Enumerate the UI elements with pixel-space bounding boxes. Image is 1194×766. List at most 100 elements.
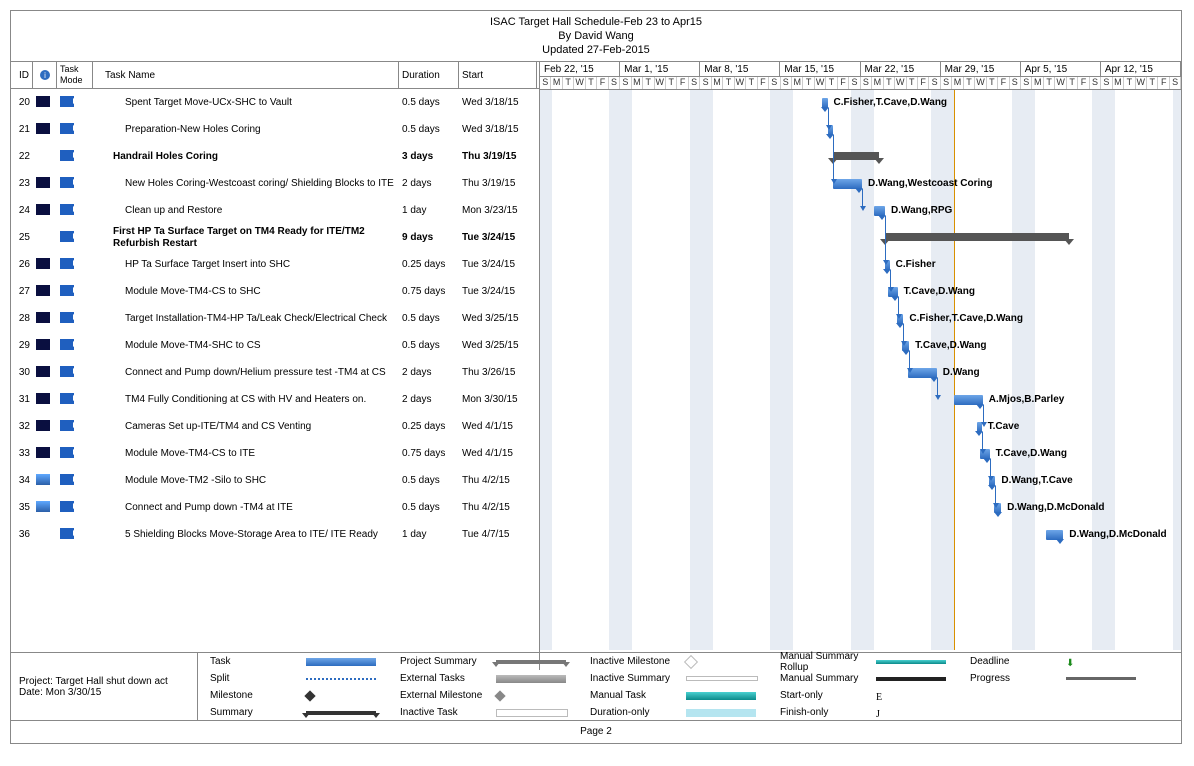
cell-name: Connect and Pump down -TM4 at ITE <box>93 502 399 514</box>
cell-id: 29 <box>11 340 33 351</box>
bar-label: D.Wang,D.McDonald <box>1069 529 1166 540</box>
col-id: ID <box>11 62 33 88</box>
cell-name: Connect and Pump down/Helium pressure te… <box>93 367 399 379</box>
cell-info <box>33 258 57 272</box>
cell-duration: 2 days <box>399 178 459 189</box>
legend-cell: External Tasks <box>400 673 590 684</box>
svg-text:i: i <box>44 71 46 80</box>
day-header-cell: F <box>1078 77 1089 89</box>
day-header-cell: S <box>700 77 711 89</box>
info-icon <box>36 204 50 215</box>
day-header-cell: W <box>815 77 826 89</box>
weekend-shade <box>862 90 874 650</box>
legend-swatch <box>686 709 756 717</box>
day-header-cell: T <box>643 77 654 89</box>
cell-name: Module Move-TM4-CS to SHC <box>93 286 399 298</box>
cell-info <box>33 285 57 299</box>
weekend-shade <box>1104 90 1116 650</box>
cell-duration: 1 day <box>399 205 459 216</box>
weekend-shade <box>701 90 713 650</box>
table-row: 22Handrail Holes Coring3 daysThu 3/19/15 <box>11 143 539 170</box>
cell-mode <box>57 150 93 164</box>
cell-start: Thu 4/2/15 <box>459 502 537 513</box>
cell-name: First HP Ta Surface Target on TM4 Ready … <box>93 226 399 250</box>
weekend-shade <box>540 90 552 650</box>
cell-id: 33 <box>11 448 33 459</box>
legend-label: Deadline <box>970 656 1066 667</box>
bar-label: A.Mjos,B.Parley <box>989 394 1065 405</box>
cell-name: Preparation-New Holes Coring <box>93 124 399 136</box>
task-bar <box>874 206 886 216</box>
legend-swatch <box>496 709 568 717</box>
legend-swatch <box>1066 677 1136 680</box>
day-header-cell: T <box>1067 77 1078 89</box>
bar-label: C.Fisher,T.Cave,D.Wang <box>909 313 1023 324</box>
cell-name: Module Move-TM4-SHC to CS <box>93 340 399 352</box>
day-header-cell: S <box>941 77 952 89</box>
day-header-cell: F <box>758 77 769 89</box>
cell-name: New Holes Coring-Westcoast coring/ Shiel… <box>93 178 399 190</box>
cell-id: 25 <box>11 232 33 243</box>
info-icon <box>36 393 50 404</box>
cell-name: 5 Shielding Blocks Move-Storage Area to … <box>93 529 399 541</box>
cell-info <box>33 501 57 515</box>
info-icon <box>36 420 50 431</box>
title-block: ISAC Target Hall Schedule-Feb 23 to Apr1… <box>11 11 1181 62</box>
weekend-shade <box>770 90 782 650</box>
dependency-link <box>898 297 899 314</box>
week-header-cell: Apr 5, '15 <box>1021 62 1101 76</box>
day-header-cell: W <box>574 77 585 89</box>
weekend-shade <box>1092 90 1104 650</box>
day-header-cell: T <box>666 77 677 89</box>
table-row: 33Module Move-TM4-CS to ITE0.75 daysWed … <box>11 440 539 467</box>
cell-start: Thu 3/26/15 <box>459 367 537 378</box>
bar-label: D.Wang,T.Cave <box>1001 475 1072 486</box>
cell-name: Target Installation-TM4-HP Ta/Leak Check… <box>93 313 399 325</box>
task-mode-icon <box>60 474 74 485</box>
cell-info <box>33 204 57 218</box>
legend-swatch <box>876 677 946 681</box>
cell-start: Wed 4/1/15 <box>459 448 537 459</box>
day-header-cell: F <box>998 77 1009 89</box>
table-row: 23New Holes Coring-Westcoast coring/ Shi… <box>11 170 539 197</box>
task-mode-icon <box>60 96 74 107</box>
legend-swatch <box>684 654 698 668</box>
legend-cell: Task <box>210 656 400 667</box>
day-header-cell: S <box>1101 77 1112 89</box>
cell-mode <box>57 231 93 245</box>
legend-label: Manual Summary Rollup <box>780 651 876 673</box>
week-header-cell: Mar 8, '15 <box>700 62 780 76</box>
cell-id: 31 <box>11 394 33 405</box>
legend-cell: Finish-onlyJ <box>780 707 970 718</box>
dependency-link <box>862 189 863 206</box>
task-bar <box>833 179 862 189</box>
info-icon <box>36 339 50 350</box>
bar-label: C.Fisher,T.Cave,D.Wang <box>834 97 948 108</box>
legend-label: Inactive Summary <box>590 673 686 684</box>
week-header-cell: Feb 22, '15 <box>540 62 620 76</box>
day-header-cell: M <box>632 77 643 89</box>
summary-bar <box>833 152 879 160</box>
dependency-link <box>828 108 829 125</box>
legend-label: External Tasks <box>400 673 496 684</box>
page-footer: Page 2 <box>11 720 1181 743</box>
dependency-link <box>982 432 983 449</box>
col-mode: Task Mode <box>57 62 93 88</box>
day-header-cell: M <box>1113 77 1124 89</box>
task-mode-icon <box>60 501 74 512</box>
dependency-link <box>995 486 996 503</box>
legend-row: MilestoneExternal MilestoneManual TaskSt… <box>198 687 1181 704</box>
cell-name: Cameras Set up-ITE/TM4 and CS Venting <box>93 421 399 433</box>
cell-duration: 0.5 days <box>399 475 459 486</box>
legend-cell: Duration-only <box>590 707 780 718</box>
table-row: 32Cameras Set up-ITE/TM4 and CS Venting0… <box>11 413 539 440</box>
task-mode-icon <box>60 366 74 377</box>
title-line3: Updated 27-Feb-2015 <box>11 43 1181 57</box>
weekend-shade <box>621 90 633 650</box>
week-header-cell: Mar 1, '15 <box>620 62 700 76</box>
cell-mode <box>57 474 93 488</box>
legend-label: Finish-only <box>780 707 876 718</box>
table-row: 27Module Move-TM4-CS to SHC0.75 daysTue … <box>11 278 539 305</box>
table-row: 28Target Installation-TM4-HP Ta/Leak Che… <box>11 305 539 332</box>
legend-swatch <box>686 676 758 681</box>
